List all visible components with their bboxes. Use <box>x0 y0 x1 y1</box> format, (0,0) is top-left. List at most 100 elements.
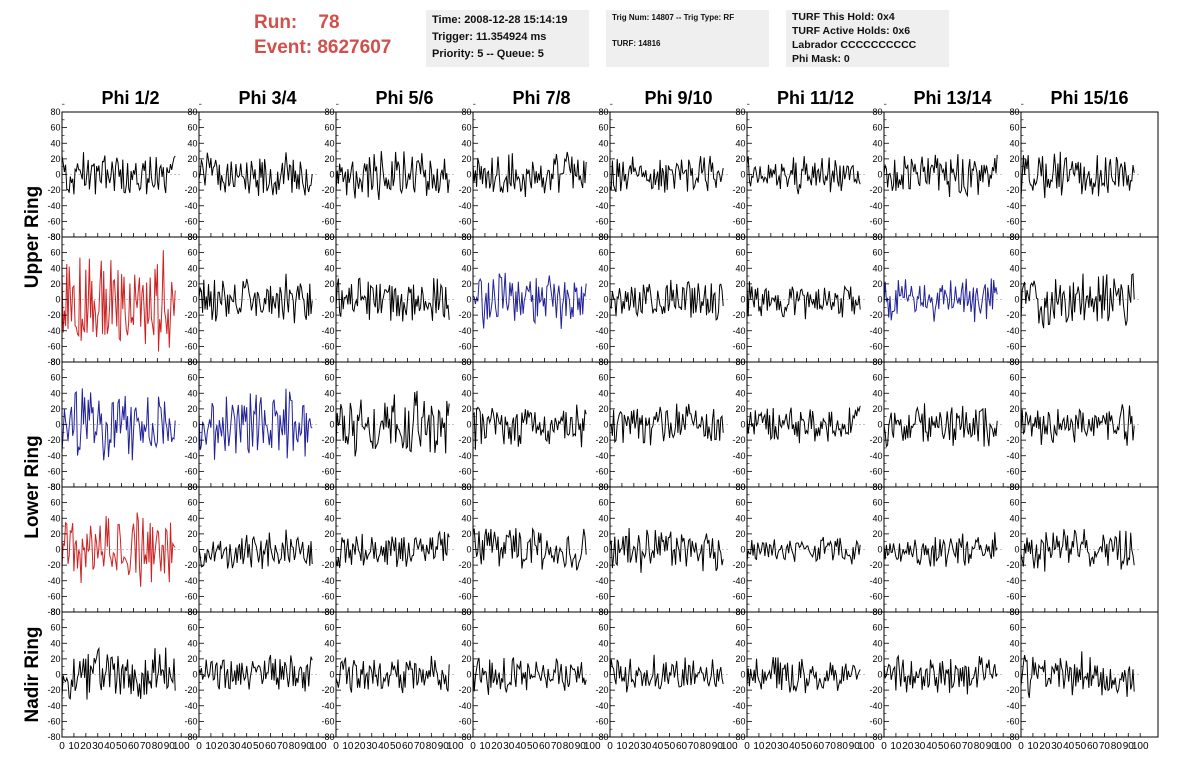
column-title-3: Phi 5/6 <box>375 88 433 108</box>
x-tick-label: 80 <box>289 741 301 752</box>
y-tick-label: 60 <box>461 123 471 133</box>
y-tick-label: 0 <box>466 170 471 180</box>
y-tick-label: 20 <box>735 154 745 164</box>
y-tick-label: -20 <box>732 310 745 320</box>
x-tick-label: 0 <box>196 741 202 752</box>
y-tick-label: -40 <box>1006 201 1019 211</box>
y-tick-label: 60 <box>1009 623 1019 633</box>
turf-active-holds-text: TURF Active Holds: 0x6 <box>792 25 911 37</box>
y-tick-label: -40 <box>869 701 882 711</box>
y-tick-label: -40 <box>869 201 882 211</box>
x-tick-label: 20 <box>902 741 914 752</box>
y-tick-label: 20 <box>872 404 882 414</box>
y-tick-label: -20 <box>869 560 882 570</box>
y-tick-label: 0 <box>1014 170 1019 180</box>
y-tick-label: 40 <box>187 513 197 523</box>
x-tick-label: 70 <box>688 741 700 752</box>
y-tick-label: 0 <box>466 420 471 430</box>
y-tick-label: 0 <box>603 670 608 680</box>
waveform-r5-c7 <box>883 654 998 695</box>
x-tick-label: 0 <box>1018 741 1024 752</box>
y-tick-label: -40 <box>184 576 197 586</box>
y-tick-label: -40 <box>47 326 60 336</box>
y-tick-label: -20 <box>321 185 334 195</box>
y-tick-label: -20 <box>47 310 60 320</box>
x-tick-label: 40 <box>104 741 116 752</box>
waveform-r3-c3 <box>335 390 450 457</box>
x-tick-label: 40 <box>241 741 253 752</box>
waveform-r5-c3 <box>335 655 450 694</box>
y-tick-label: 80 <box>598 107 608 117</box>
y-tick-label: -40 <box>595 451 608 461</box>
y-tick-label: -20 <box>595 685 608 695</box>
y-tick-label: 40 <box>187 138 197 148</box>
y-tick-label: -20 <box>184 185 197 195</box>
y-tick-label: 60 <box>50 373 60 383</box>
y-tick-label: -20 <box>458 685 471 695</box>
y-tick-label: 20 <box>598 654 608 664</box>
y-tick-label: 80 <box>735 357 745 367</box>
y-tick-label: 40 <box>324 638 334 648</box>
x-tick-label: 50 <box>664 741 676 752</box>
waveform-r3-c5 <box>609 403 724 446</box>
y-tick-label: -80 <box>47 482 60 492</box>
run-event-block: Run: 78 Event: 8627607 <box>254 10 391 60</box>
y-tick-label: 20 <box>187 404 197 414</box>
y-tick-label: -60 <box>321 591 334 601</box>
waveform-r2-c4 <box>472 272 587 329</box>
y-tick-label: -20 <box>1006 685 1019 695</box>
y-tick-label: -60 <box>732 591 745 601</box>
event-row: Event: 8627607 <box>254 35 391 60</box>
y-tick-label: -60 <box>321 716 334 726</box>
y-tick-label: -60 <box>47 341 60 351</box>
y-tick-label: 80 <box>598 232 608 242</box>
y-tick-label: -80 <box>1006 732 1019 742</box>
waveform-r4-c4 <box>472 527 587 571</box>
y-tick-label: 0 <box>329 170 334 180</box>
y-tick-label: 20 <box>1009 404 1019 414</box>
y-tick-label: 60 <box>50 498 60 508</box>
y-tick-label: 0 <box>192 420 197 430</box>
y-tick-label: 20 <box>1009 279 1019 289</box>
y-tick-label: 20 <box>735 654 745 664</box>
x-tick-label: 50 <box>116 741 128 752</box>
y-tick-label: 40 <box>872 513 882 523</box>
y-tick-label: 0 <box>740 170 745 180</box>
y-tick-label: 20 <box>324 529 334 539</box>
y-tick-label: -60 <box>458 716 471 726</box>
run-value: 78 <box>318 12 340 33</box>
y-tick-label: 0 <box>329 545 334 555</box>
y-tick-label: 60 <box>461 498 471 508</box>
y-tick-label: 40 <box>461 263 471 273</box>
y-tick-label: 40 <box>461 388 471 398</box>
y-tick-label: -60 <box>1006 716 1019 726</box>
column-title-6: Phi 11/12 <box>777 88 854 108</box>
x-tick-label: 20 <box>80 741 92 752</box>
y-tick-label: 60 <box>1009 123 1019 133</box>
y-tick-label: 40 <box>187 388 197 398</box>
y-tick-label: -60 <box>732 341 745 351</box>
y-tick-label: -40 <box>595 576 608 586</box>
y-tick-label: -20 <box>47 185 60 195</box>
waveform-r2-c8 <box>1020 273 1135 329</box>
y-tick-label: 80 <box>872 357 882 367</box>
x-tick-label: 0 <box>607 741 613 752</box>
x-tick-label: 80 <box>152 741 164 752</box>
y-tick-label: 20 <box>872 529 882 539</box>
y-tick-label: -80 <box>47 232 60 242</box>
y-tick-label: 0 <box>877 670 882 680</box>
x-tick-label: 0 <box>333 741 339 752</box>
y-tick-label: 0 <box>55 545 60 555</box>
y-tick-label: 80 <box>735 482 745 492</box>
y-tick-label: 0 <box>877 545 882 555</box>
column-title-1: Phi 1/2 <box>101 88 159 108</box>
x-tick-label: 60 <box>1087 741 1099 752</box>
y-tick-label: -20 <box>321 685 334 695</box>
ring-label-3: Nadir Ring <box>22 626 43 722</box>
x-tick-label: 30 <box>229 741 241 752</box>
y-tick-label: 40 <box>1009 513 1019 523</box>
y-tick-label: 20 <box>324 654 334 664</box>
y-tick-label: 60 <box>187 498 197 508</box>
y-tick-label: 80 <box>187 107 197 117</box>
y-tick-label: 40 <box>735 263 745 273</box>
